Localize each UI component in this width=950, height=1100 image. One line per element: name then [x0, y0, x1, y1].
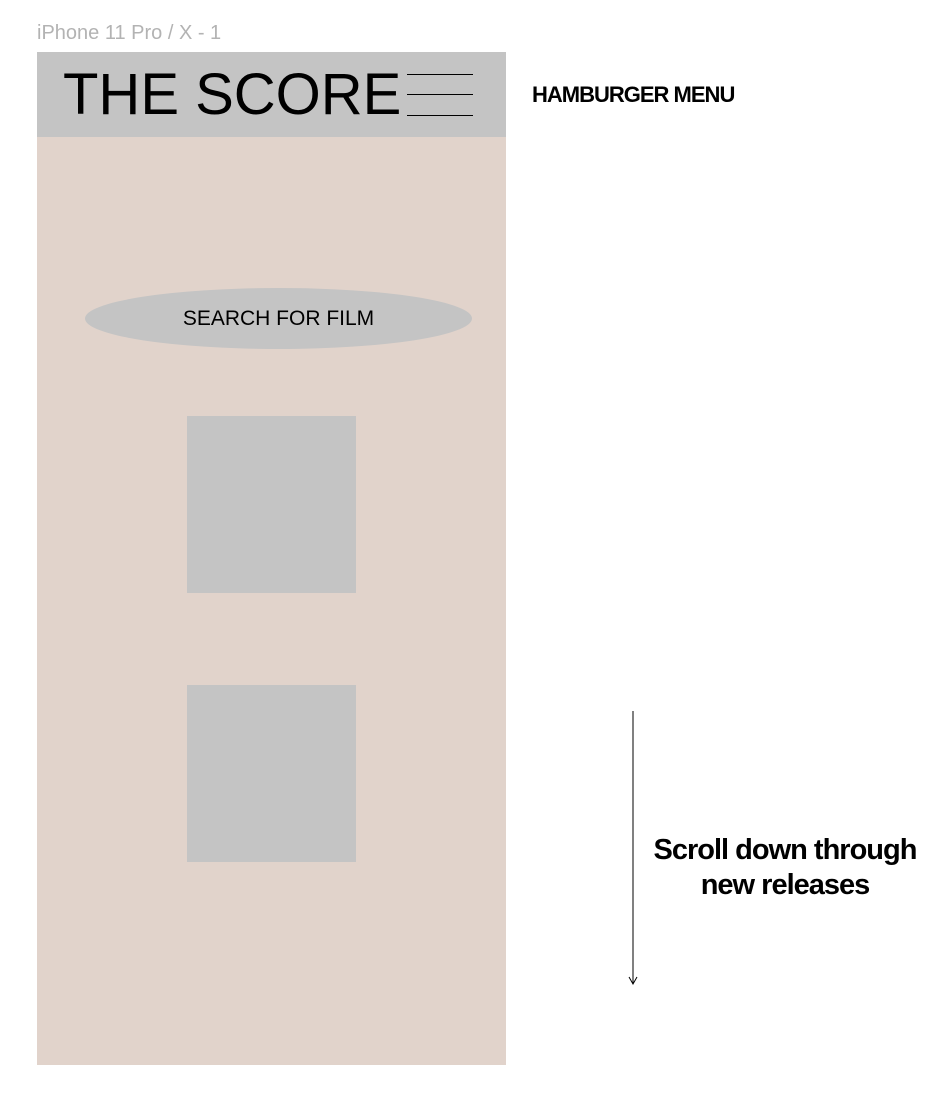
- scroll-annotation: Scroll down through new releases: [640, 833, 930, 903]
- scroll-annotation-line-2: new releases: [700, 869, 871, 901]
- new-release-poster[interactable]: [187, 685, 356, 862]
- phone-screen: THE SCORE SEARCH FOR FILM: [37, 52, 506, 1065]
- scroll-annotation-line-1: Scroll down through: [653, 834, 918, 866]
- new-release-poster[interactable]: [187, 416, 356, 593]
- hamburger-line: [407, 115, 473, 116]
- app-title: THE SCORE: [63, 62, 402, 127]
- top-bar: THE SCORE: [37, 52, 506, 137]
- hamburger-menu-annotation: HAMBURGER MENU: [532, 82, 735, 107]
- down-arrow-icon: [628, 711, 638, 986]
- search-film-label: SEARCH FOR FILM: [182, 306, 375, 330]
- hamburger-line: [407, 94, 473, 95]
- frame-label: iPhone 11 Pro / X - 1: [37, 22, 222, 44]
- hamburger-menu-icon[interactable]: [407, 74, 473, 116]
- hamburger-line: [407, 74, 473, 75]
- search-film-button[interactable]: SEARCH FOR FILM: [85, 288, 472, 349]
